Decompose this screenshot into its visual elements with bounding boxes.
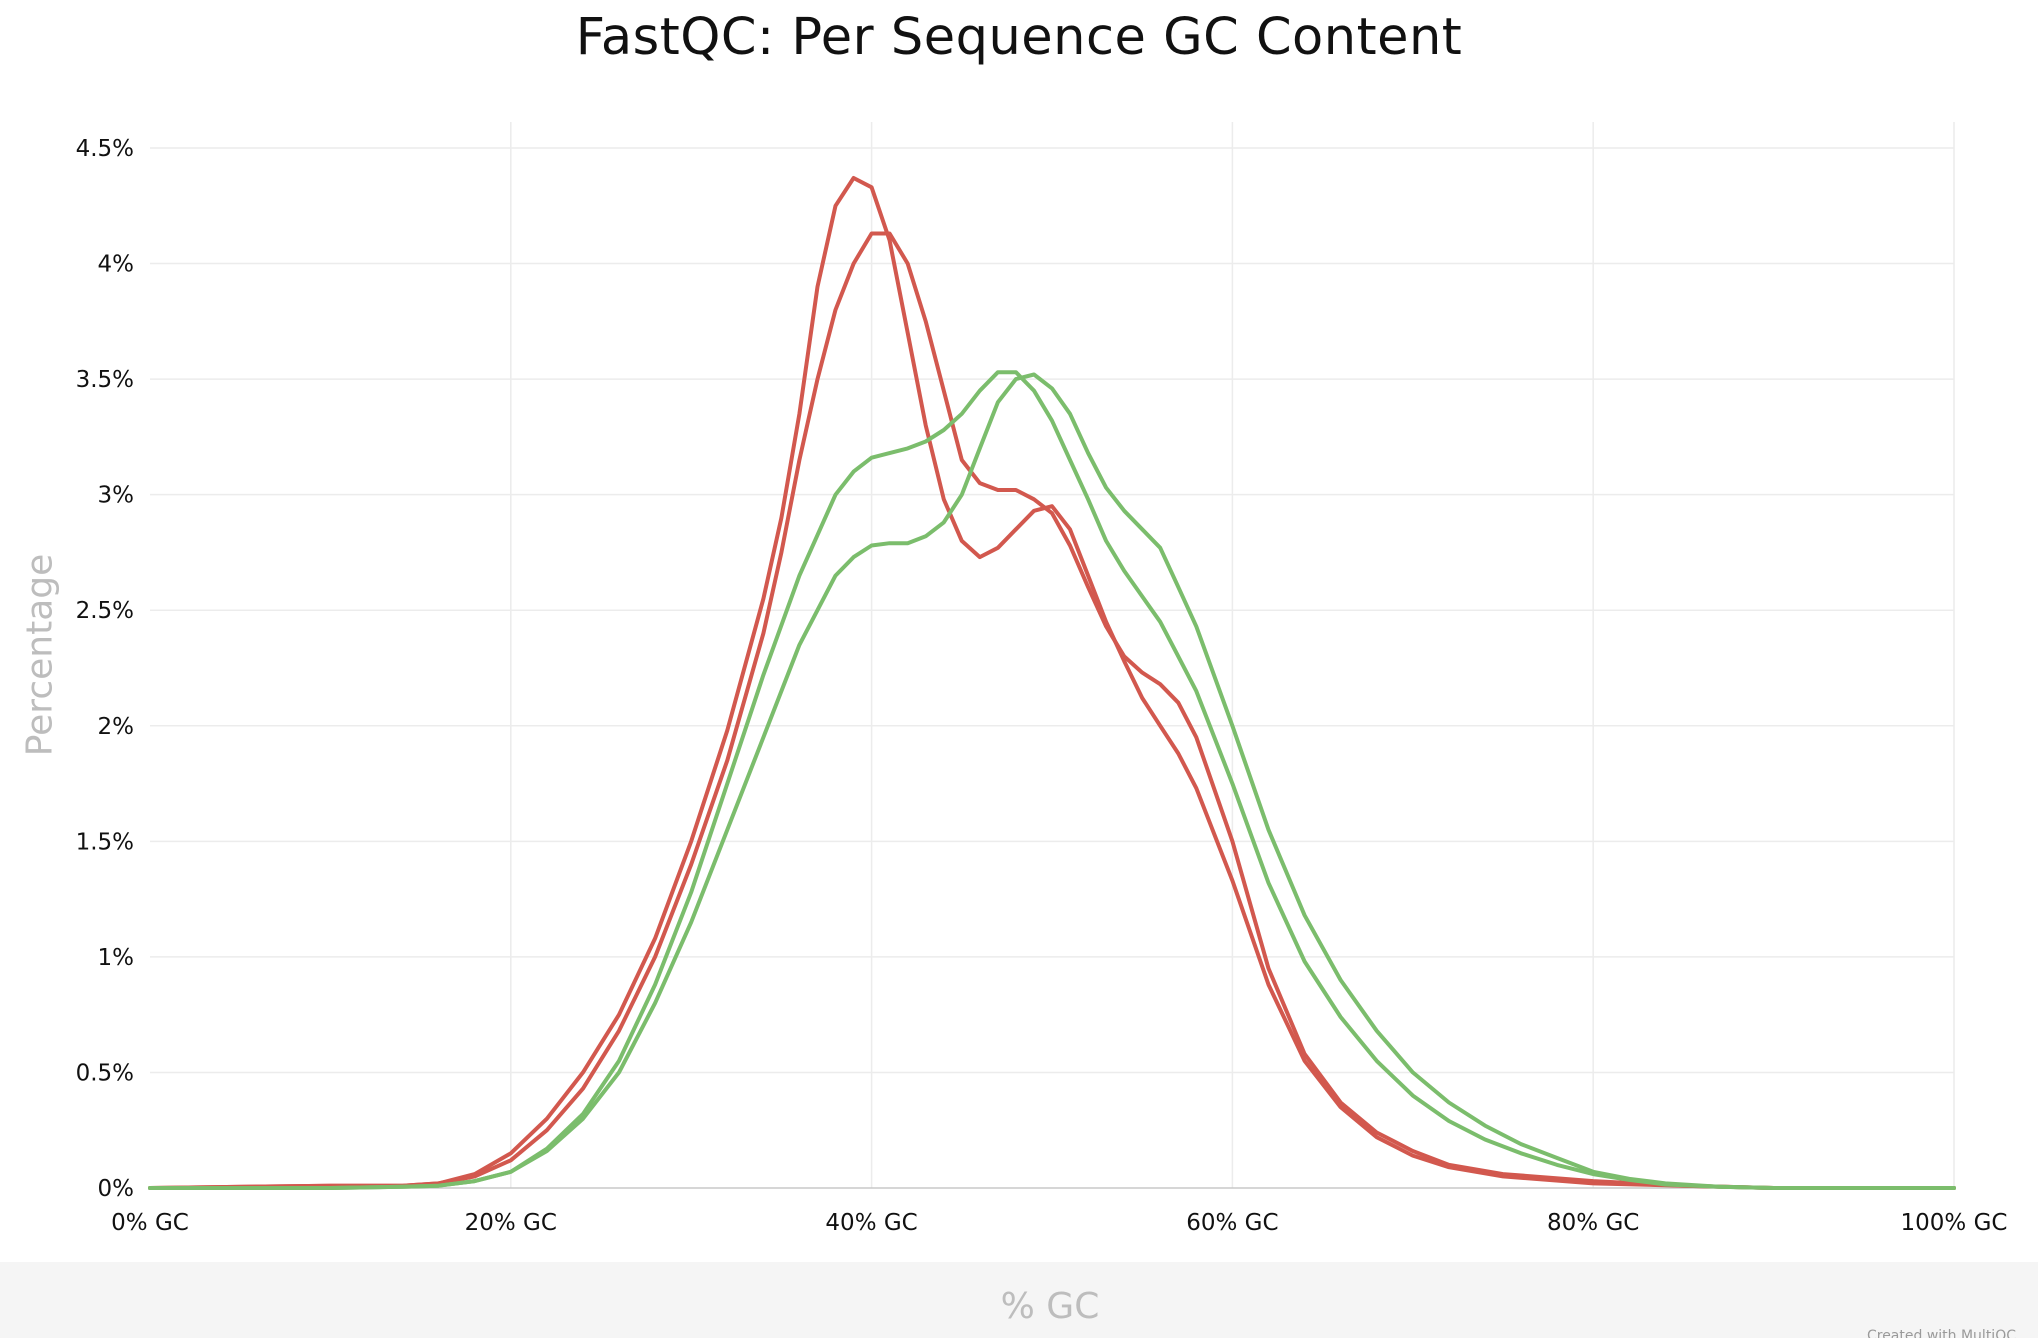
x-tick-label: 100% GC: [1901, 1210, 2008, 1236]
x-tick-label: 80% GC: [1547, 1210, 1639, 1236]
credit-text[interactable]: Created with MultiQC: [1866, 1328, 2016, 1338]
y-tick-label: 3.5%: [76, 367, 134, 393]
series-line-3: [148, 372, 1956, 1190]
y-tick-label: 4.5%: [76, 136, 134, 162]
series-line-4: [148, 370, 1956, 1190]
y-tick-label: 1.5%: [76, 829, 134, 855]
chart-title: FastQC: Per Sequence GC Content: [575, 8, 1463, 67]
y-tick-label: 1%: [98, 945, 135, 971]
series-line-1: [148, 231, 1956, 1190]
x-tick-label: 40% GC: [825, 1210, 917, 1236]
y-tick-label: 2.5%: [76, 598, 134, 624]
x-tick-labels: 0% GC 20% GC 40% GC 60% GC 80% GC 100% GC: [111, 1210, 2007, 1236]
x-tick-label: 0% GC: [111, 1210, 189, 1236]
series-line-2: [148, 176, 1956, 1190]
y-tick-label: 0.5%: [76, 1060, 134, 1086]
y-axis-label: Percentage: [19, 553, 61, 757]
x-tick-label: 60% GC: [1186, 1210, 1278, 1236]
x-axis-label: % GC: [1000, 1286, 1100, 1327]
series-lines: [148, 176, 1956, 1190]
grid-lines: [150, 122, 1955, 1188]
y-tick-label: 0%: [98, 1176, 135, 1202]
y-tick-label: 4%: [98, 252, 135, 278]
y-tick-labels: 0% 0.5% 1% 1.5% 2% 2.5% 3% 3.5% 4% 4.5%: [76, 136, 134, 1202]
x-tick-label: 20% GC: [465, 1210, 557, 1236]
y-tick-label: 2%: [98, 714, 135, 740]
footer-band: [0, 1262, 2038, 1338]
y-tick-label: 3%: [98, 483, 135, 509]
